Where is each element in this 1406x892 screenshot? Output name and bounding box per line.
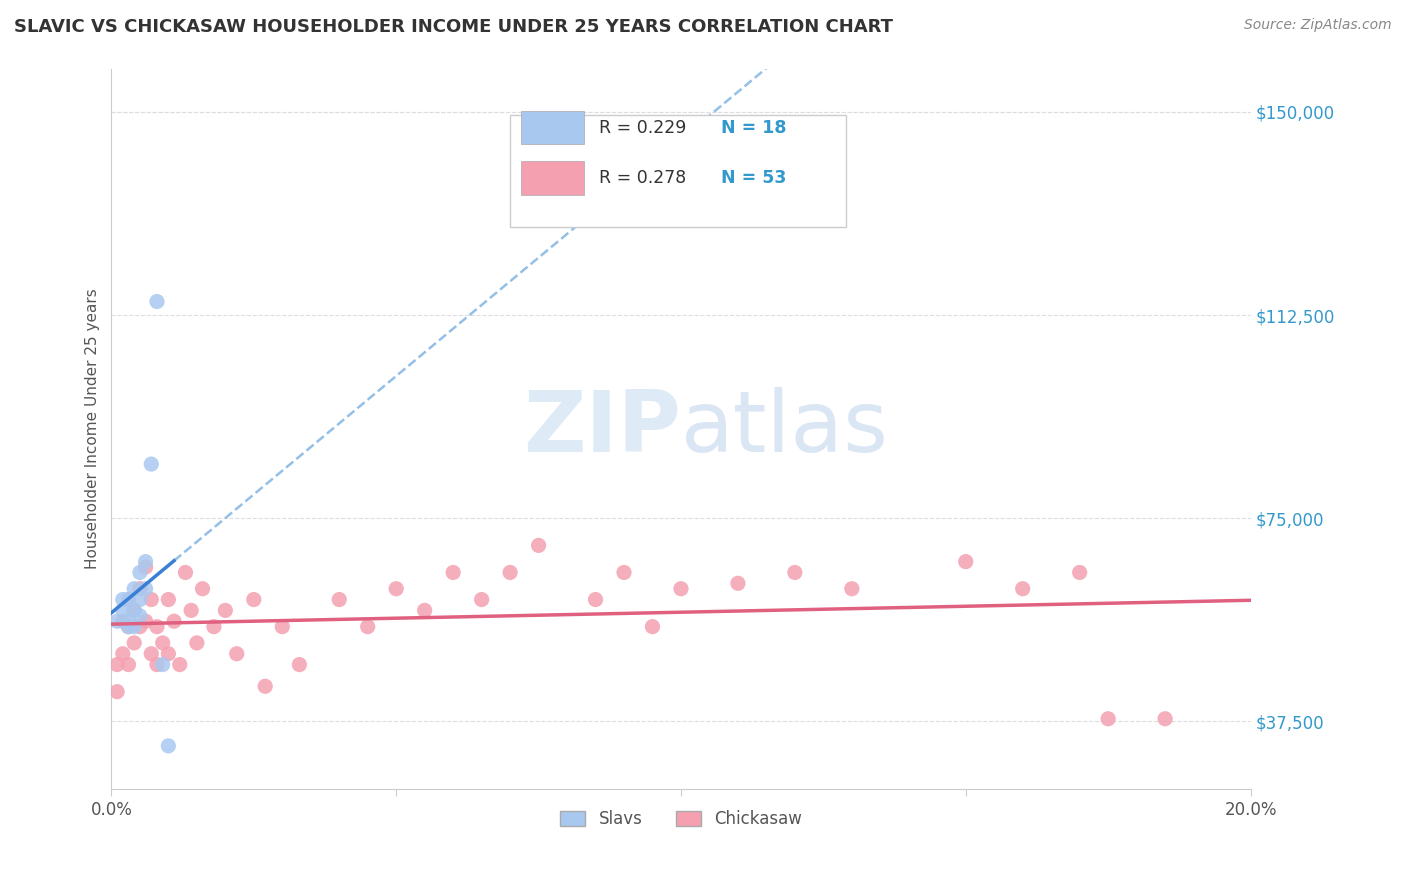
Point [128, 608, 150, 623]
Point [111, 614, 134, 628]
Point [111, 647, 134, 661]
Point [128, 592, 150, 607]
Point [111, 603, 134, 617]
Point [135, 614, 157, 628]
Legend: Slavs, Chickasaw: Slavs, Chickasaw [554, 804, 808, 835]
Point [141, 647, 163, 661]
Point [141, 457, 163, 471]
Point [117, 592, 139, 607]
Point [128, 566, 150, 580]
Point [105, 614, 128, 628]
Point [135, 555, 157, 569]
Point [225, 647, 247, 661]
Point [157, 647, 180, 661]
Point [783, 566, 806, 580]
FancyBboxPatch shape [522, 111, 583, 145]
FancyBboxPatch shape [522, 161, 583, 194]
Point [641, 620, 664, 634]
Point [122, 620, 145, 634]
Point [841, 582, 863, 596]
Point [413, 603, 436, 617]
Point [146, 620, 169, 634]
Point [669, 582, 692, 596]
Point [135, 582, 157, 596]
Text: R = 0.229: R = 0.229 [599, 119, 686, 136]
Point [146, 294, 169, 309]
Point [441, 566, 464, 580]
Point [105, 657, 128, 672]
Point [157, 592, 180, 607]
Text: ZIP: ZIP [523, 387, 681, 470]
Point [128, 582, 150, 596]
Text: SLAVIC VS CHICKASAW HOUSEHOLDER INCOME UNDER 25 YEARS CORRELATION CHART: SLAVIC VS CHICKASAW HOUSEHOLDER INCOME U… [14, 18, 893, 36]
Point [146, 657, 169, 672]
Point [385, 582, 408, 596]
Point [471, 592, 494, 607]
Point [499, 566, 522, 580]
Point [169, 657, 191, 672]
Point [174, 566, 197, 580]
Point [157, 739, 180, 753]
Point [141, 592, 163, 607]
Point [1154, 712, 1177, 726]
Point [163, 614, 186, 628]
Point [955, 555, 977, 569]
Text: atlas: atlas [681, 387, 889, 470]
Point [105, 684, 128, 698]
Point [254, 679, 277, 693]
Point [202, 620, 225, 634]
Text: R = 0.278: R = 0.278 [599, 169, 686, 187]
Point [191, 582, 214, 596]
Point [357, 620, 380, 634]
Text: N = 53: N = 53 [721, 169, 786, 187]
Point [117, 620, 139, 634]
Y-axis label: Householder Income Under 25 years: Householder Income Under 25 years [86, 288, 100, 569]
Point [111, 592, 134, 607]
Point [117, 592, 139, 607]
Point [186, 636, 208, 650]
Text: N = 18: N = 18 [721, 119, 786, 136]
Point [180, 603, 202, 617]
Point [122, 603, 145, 617]
Point [288, 657, 311, 672]
Point [122, 636, 145, 650]
Point [122, 603, 145, 617]
Point [135, 560, 157, 574]
Point [1069, 566, 1091, 580]
Point [117, 614, 139, 628]
Point [613, 566, 636, 580]
Point [271, 620, 294, 634]
Point [328, 592, 350, 607]
Point [727, 576, 749, 591]
Point [243, 592, 266, 607]
Point [1011, 582, 1033, 596]
Text: Source: ZipAtlas.com: Source: ZipAtlas.com [1244, 18, 1392, 32]
Point [585, 592, 607, 607]
Point [1097, 712, 1119, 726]
Point [117, 620, 139, 634]
FancyBboxPatch shape [510, 115, 846, 227]
Point [122, 582, 145, 596]
Point [527, 538, 550, 552]
Point [152, 657, 174, 672]
Point [152, 636, 174, 650]
Point [117, 657, 139, 672]
Point [214, 603, 236, 617]
Point [128, 620, 150, 634]
